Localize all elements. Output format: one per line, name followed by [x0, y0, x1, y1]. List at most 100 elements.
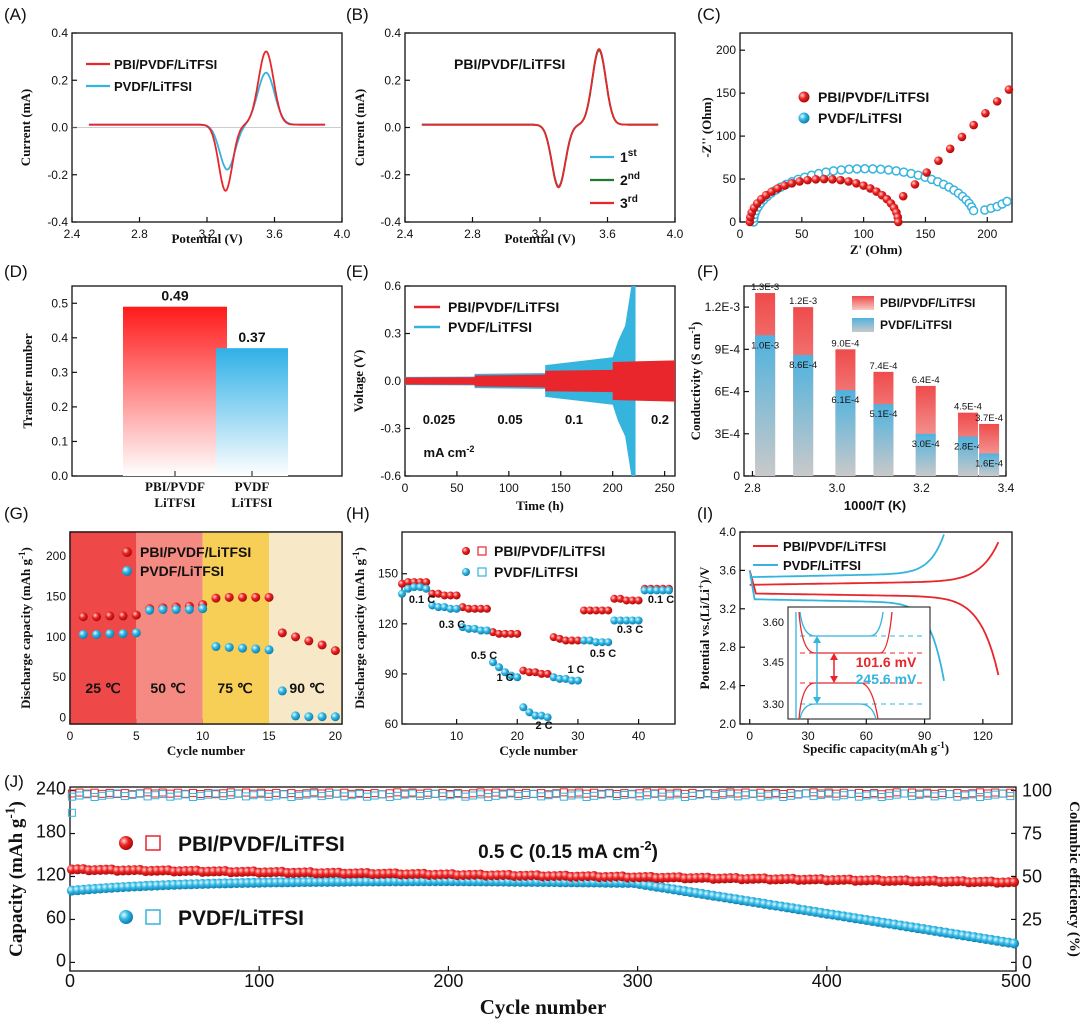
data-label-pbi: 6.4E-4: [912, 375, 940, 386]
ce-point-pvdf: [885, 791, 894, 800]
data-point-pbi: [898, 191, 908, 201]
label-end: ): [945, 741, 949, 756]
data-label-pbi: 9.0E-4: [831, 338, 859, 349]
ce-point-pbi: [529, 790, 538, 799]
y-tick-label: 0.0: [384, 374, 401, 388]
y-tick-label: 240: [36, 779, 66, 799]
data-point-pbi: [844, 177, 853, 186]
legend-label-pvdf: PVDF/LiTFSI: [140, 563, 224, 579]
ce-point-pvdf: [294, 791, 303, 800]
ce-point-pbi: [476, 788, 485, 797]
ce-point-pbi: [173, 788, 182, 797]
ce-point-pvdf: [325, 790, 334, 799]
category-label: LiTFSI: [154, 495, 195, 510]
data-point-pvdf: [664, 586, 673, 595]
label-sup: +: [696, 584, 706, 589]
data-point-pvdf: [184, 604, 194, 614]
legend-label-pbi: PBI/PVDF/LiTFSI: [140, 544, 251, 560]
x-tick-label: 3.0: [829, 481, 846, 495]
x-axis-title: Time (h): [516, 498, 564, 513]
x-tick-label: 100: [244, 971, 274, 991]
rate-label: 2 C: [535, 720, 552, 732]
ce-point-pbi: [317, 789, 326, 798]
ce-point-pvdf: [537, 792, 546, 801]
data-point-pvdf: [852, 164, 862, 174]
data-point-pbi: [549, 633, 558, 642]
ce-point-pvdf: [597, 790, 606, 799]
label-main: 2: [620, 172, 628, 188]
data-point-pbi: [934, 156, 943, 165]
y-tick-label: -0.6: [380, 469, 401, 483]
x-tick-label: 3.2: [913, 481, 930, 495]
ce-point-pbi: [688, 788, 697, 797]
rate-label: 0.5 C: [471, 650, 497, 662]
current-density-label: 0.05: [497, 412, 522, 427]
label-end: ): [688, 322, 703, 326]
x-tick-label: 20: [511, 729, 525, 743]
ce-point-pvdf: [378, 790, 387, 799]
inset-tick-label: 3.30: [763, 699, 784, 711]
ce-point-pvdf: [688, 791, 697, 800]
data-point-pbi: [811, 175, 821, 184]
category-label: PVDF: [235, 479, 270, 494]
y-tick-label: 50: [723, 172, 737, 186]
data-label-pvdf: 3.0E-4: [912, 439, 940, 450]
data-point-pbi: [981, 108, 990, 118]
data-point-pbi: [470, 604, 479, 613]
temperature-label: 75 ℃: [217, 680, 252, 696]
x-tick-label: 3.6: [266, 227, 283, 241]
y-right-tick-label: 50: [1022, 866, 1042, 886]
panel-letter: (H): [346, 504, 370, 523]
y-tick-label: 0.0: [384, 121, 401, 135]
x-tick-label: 150: [915, 227, 935, 241]
temperature-band: [70, 532, 137, 724]
data-point-pbi: [598, 606, 607, 615]
data-point-pvdf: [458, 623, 467, 632]
ce-point-pbi: [151, 789, 160, 798]
data-point-pvdf: [537, 711, 546, 720]
voltage-band-pbi: [405, 360, 675, 402]
data-point-pvdf: [410, 583, 419, 592]
data-point-pbi: [513, 629, 522, 638]
bar-pvdf: [957, 436, 978, 476]
data-point-pvdf: [428, 601, 437, 610]
ce-point-pvdf: [945, 790, 954, 799]
y-axis-title: Conductivity (S cm-1): [687, 322, 703, 441]
bar: [123, 306, 227, 476]
data-point-pbi: [525, 668, 534, 677]
data-point-pvdf: [105, 629, 115, 639]
data-point-pvdf: [495, 663, 504, 672]
inset-label-pvdf: 245.6 mV: [856, 671, 917, 687]
data-point-pbi: [537, 669, 546, 678]
bar-pvdf: [979, 453, 1000, 476]
temperature-band: [136, 532, 203, 724]
capacity-point-pbi: [1009, 877, 1020, 888]
temperature-label: 50 ℃: [150, 680, 185, 696]
data-point-pbi: [828, 175, 837, 184]
y-tick-label: 200: [716, 43, 736, 57]
data-point-pvdf: [543, 713, 552, 722]
ce-point-pvdf: [355, 790, 364, 799]
data-point-pbi: [957, 132, 967, 142]
ce-point-pvdf: [408, 789, 417, 798]
data-point-pvdf: [883, 165, 894, 175]
ce-point-pvdf: [968, 790, 977, 799]
ce-point-pbi: [764, 789, 773, 798]
ce-point-pvdf: [627, 789, 636, 798]
inset-tick-label: 3.45: [763, 657, 784, 669]
ce-point-pvdf: [181, 790, 190, 799]
x-tick-label: 3.6: [599, 227, 616, 241]
ce-point-pbi: [885, 789, 894, 798]
y-tick-label: 0.2: [384, 73, 401, 87]
ce-point-pbi: [264, 789, 273, 798]
x-tick-label: 250: [655, 481, 675, 495]
ce-point-pbi: [181, 789, 190, 798]
data-point-pvdf: [237, 643, 247, 653]
y-tick-label: 120: [378, 617, 398, 631]
data-point-pvdf: [304, 712, 314, 722]
ce-point-pbi: [219, 789, 228, 798]
ce-point-pbi: [627, 790, 636, 799]
data-point-pvdf: [118, 629, 128, 639]
data-point-pvdf: [592, 638, 601, 647]
ce-point-pvdf: [476, 790, 485, 799]
